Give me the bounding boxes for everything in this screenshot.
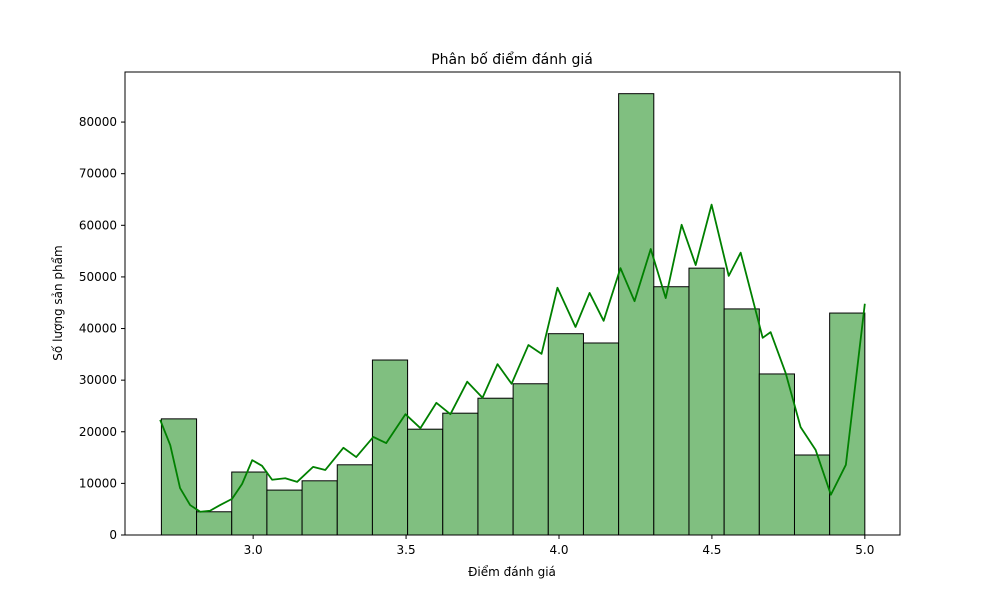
y-tick-label: 60000 [79,218,117,232]
x-tick-label: 5.0 [855,543,874,557]
bar [582,342,620,536]
kde-line [159,203,866,513]
bar [407,428,444,536]
y-tick-label: 40000 [79,322,117,336]
bar [371,359,409,536]
bar [477,397,514,536]
y-tick-label: 50000 [79,270,117,284]
bar [618,93,655,536]
bar [231,471,268,536]
y-tick-label: 70000 [79,167,117,181]
bar [442,412,479,536]
x-tick-label: 4.5 [702,543,721,557]
bar [793,454,831,536]
bar [266,489,303,536]
bar [653,286,690,536]
bar [547,333,584,536]
bar [196,511,233,536]
bar [301,480,338,536]
bar [723,308,760,536]
x-tick-label: 4.0 [549,543,568,557]
y-tick-label: 80000 [79,115,117,129]
x-tick-label: 3.0 [244,543,263,557]
bar [512,383,549,536]
y-tick-label: 20000 [79,425,117,439]
y-tick-label: 30000 [79,373,117,387]
y-axis-label: Số lượng sản phẩm [51,245,65,360]
bar [688,267,725,536]
x-axis-label: Điểm đánh giá [468,565,556,579]
x-tick-label: 3.5 [397,543,416,557]
y-tick-label: 0 [109,528,117,542]
y-tick-label: 10000 [79,476,117,490]
chart-title: Phân bố điểm đánh giá [431,51,593,68]
bar [336,464,373,536]
bar [758,373,795,536]
plot-frame [124,71,901,536]
